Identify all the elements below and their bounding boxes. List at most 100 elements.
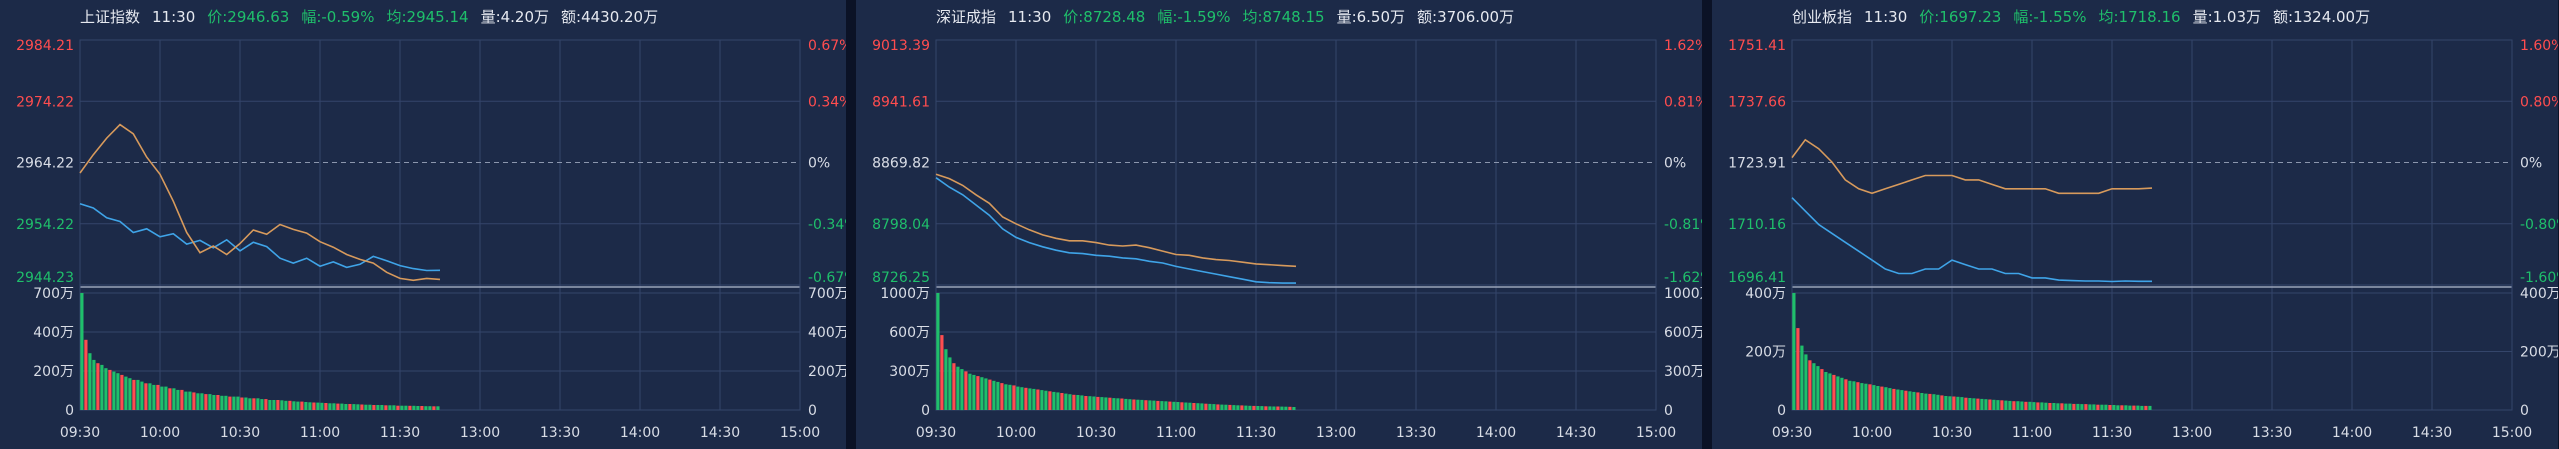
volume-bar: [1800, 345, 1804, 410]
price-tick-label: 1737.66: [1728, 94, 1786, 110]
percent-tick-label: 0%: [1664, 156, 1686, 172]
volume-bar: [1032, 388, 1036, 410]
header-time: 11:30: [1864, 8, 1908, 26]
volume-bar: [80, 293, 84, 410]
volume-bar: [1060, 393, 1064, 410]
volume-bar: [276, 400, 280, 410]
volume-bar: [1244, 405, 1248, 410]
header-avg: 均:2945.14: [386, 8, 469, 26]
volume-bar: [128, 378, 132, 410]
volume-bar: [984, 378, 988, 410]
price-tick-label: 8941.61: [872, 94, 930, 110]
volume-tick-label: 200万: [2520, 345, 2558, 361]
volume-bar: [2028, 401, 2032, 410]
volume-bar: [140, 381, 144, 410]
volume-bar: [412, 405, 416, 410]
volume-bar: [1916, 392, 1920, 410]
volume-bar: [1920, 393, 1924, 410]
volume-bar: [1840, 377, 1844, 410]
index-chart-panel[interactable]: 上证指数 11:30 价:2946.63 幅:-0.59% 均:2945.14 量:4.2…: [0, 0, 846, 449]
volume-bar: [116, 373, 120, 410]
volume-bar: [1068, 394, 1072, 410]
percent-tick-label: 0.80%: [2520, 94, 2558, 110]
header-volume: 量:1.03万: [2192, 8, 2262, 26]
price-tick-label: 2944.23: [16, 270, 74, 286]
volume-bar: [220, 395, 224, 410]
volume-bar: [1896, 389, 1900, 410]
volume-bar: [436, 406, 440, 410]
percent-tick-label: 1.62%: [1664, 38, 1702, 54]
volume-bar: [1832, 374, 1836, 410]
volume-bar: [1056, 392, 1060, 410]
percent-tick-label: 0.67%: [808, 38, 846, 54]
volume-bar: [1116, 398, 1120, 410]
volume-bar: [132, 379, 136, 410]
volume-bar: [1816, 366, 1820, 410]
header-name: 深证成指: [936, 8, 997, 26]
chart-header: 深证成指 11:30 价:8728.48 幅:-1.59% 均:8748.15 量:6.5…: [936, 6, 1526, 27]
volume-bar: [344, 404, 348, 410]
volume-bar: [1900, 390, 1904, 410]
volume-bar: [2036, 402, 2040, 410]
volume-bar: [384, 405, 388, 410]
volume-bar: [1036, 389, 1040, 410]
volume-bar: [1892, 388, 1896, 410]
volume-bar: [1884, 387, 1888, 410]
price-tick-label: 1710.16: [1728, 217, 1786, 233]
volume-bar: [184, 391, 188, 410]
volume-bar: [1804, 354, 1808, 410]
average-line: [79, 123, 441, 282]
volume-bar: [120, 374, 124, 410]
volume-bar: [1976, 398, 1980, 410]
volume-bar: [428, 406, 432, 410]
volume-bar: [1228, 404, 1232, 410]
volume-bar: [1172, 401, 1176, 410]
volume-bar: [316, 402, 320, 410]
volume-bar: [1104, 397, 1108, 410]
volume-bar: [2072, 403, 2076, 410]
volume-bar: [2068, 403, 2072, 410]
volume-bar: [1136, 399, 1140, 410]
volume-bar: [224, 395, 228, 410]
volume-bar: [2012, 401, 2016, 410]
volume-tick-label: 600万: [1664, 325, 1702, 341]
volume-bar: [96, 363, 100, 410]
header-price: 价:1697.23: [1919, 8, 2002, 26]
volume-bar: [216, 395, 220, 410]
volume-bar: [144, 383, 148, 410]
volume-bar: [1012, 385, 1016, 410]
index-chart-panel[interactable]: 深证成指 11:30 价:8728.48 幅:-1.59% 均:8748.15 量:6.5…: [856, 0, 1702, 449]
volume-bar: [1944, 396, 1948, 410]
volume-bar: [1140, 399, 1144, 410]
chart-header: 创业板指 11:30 价:1697.23 幅:-1.55% 均:1718.16 量:1.0…: [1792, 6, 2382, 27]
volume-bar: [2144, 405, 2148, 410]
volume-bar: [1932, 394, 1936, 410]
volume-bar: [400, 405, 404, 410]
price-line: [79, 202, 441, 272]
volume-bar: [1828, 373, 1832, 410]
header-time: 11:30: [152, 8, 196, 26]
volume-bar: [1196, 403, 1200, 410]
volume-bar: [1064, 393, 1068, 410]
index-chart-panel[interactable]: 创业板指 11:30 价:1697.23 幅:-1.55% 均:1718.16 量:1.0…: [1712, 0, 2558, 449]
volume-bar: [1936, 394, 1940, 410]
volume-bar: [976, 376, 980, 410]
plot-frame: [1791, 39, 2513, 411]
time-tick-label: 14:00: [620, 425, 660, 441]
volume-bar: [1836, 376, 1840, 410]
volume-bar: [332, 403, 336, 410]
volume-bar: [232, 396, 236, 410]
volume-tick-label: 600万: [889, 325, 930, 341]
volume-bar: [2064, 403, 2068, 410]
volume-tick-label: 200万: [808, 364, 846, 380]
header-amount: 额:1324.00万: [2273, 8, 2371, 26]
time-tick-label: 10:00: [996, 425, 1036, 441]
percent-tick-label: -1.62%: [1664, 270, 1702, 286]
volume-tick-label: 1000万: [880, 286, 930, 302]
volume-bar: [2124, 405, 2128, 410]
percent-tick-label: 0%: [2520, 156, 2542, 172]
volume-bar: [1928, 393, 1932, 410]
volume-bar: [1236, 405, 1240, 410]
volume-tick-label: 300万: [1664, 364, 1702, 380]
volume-bar: [1212, 404, 1216, 410]
